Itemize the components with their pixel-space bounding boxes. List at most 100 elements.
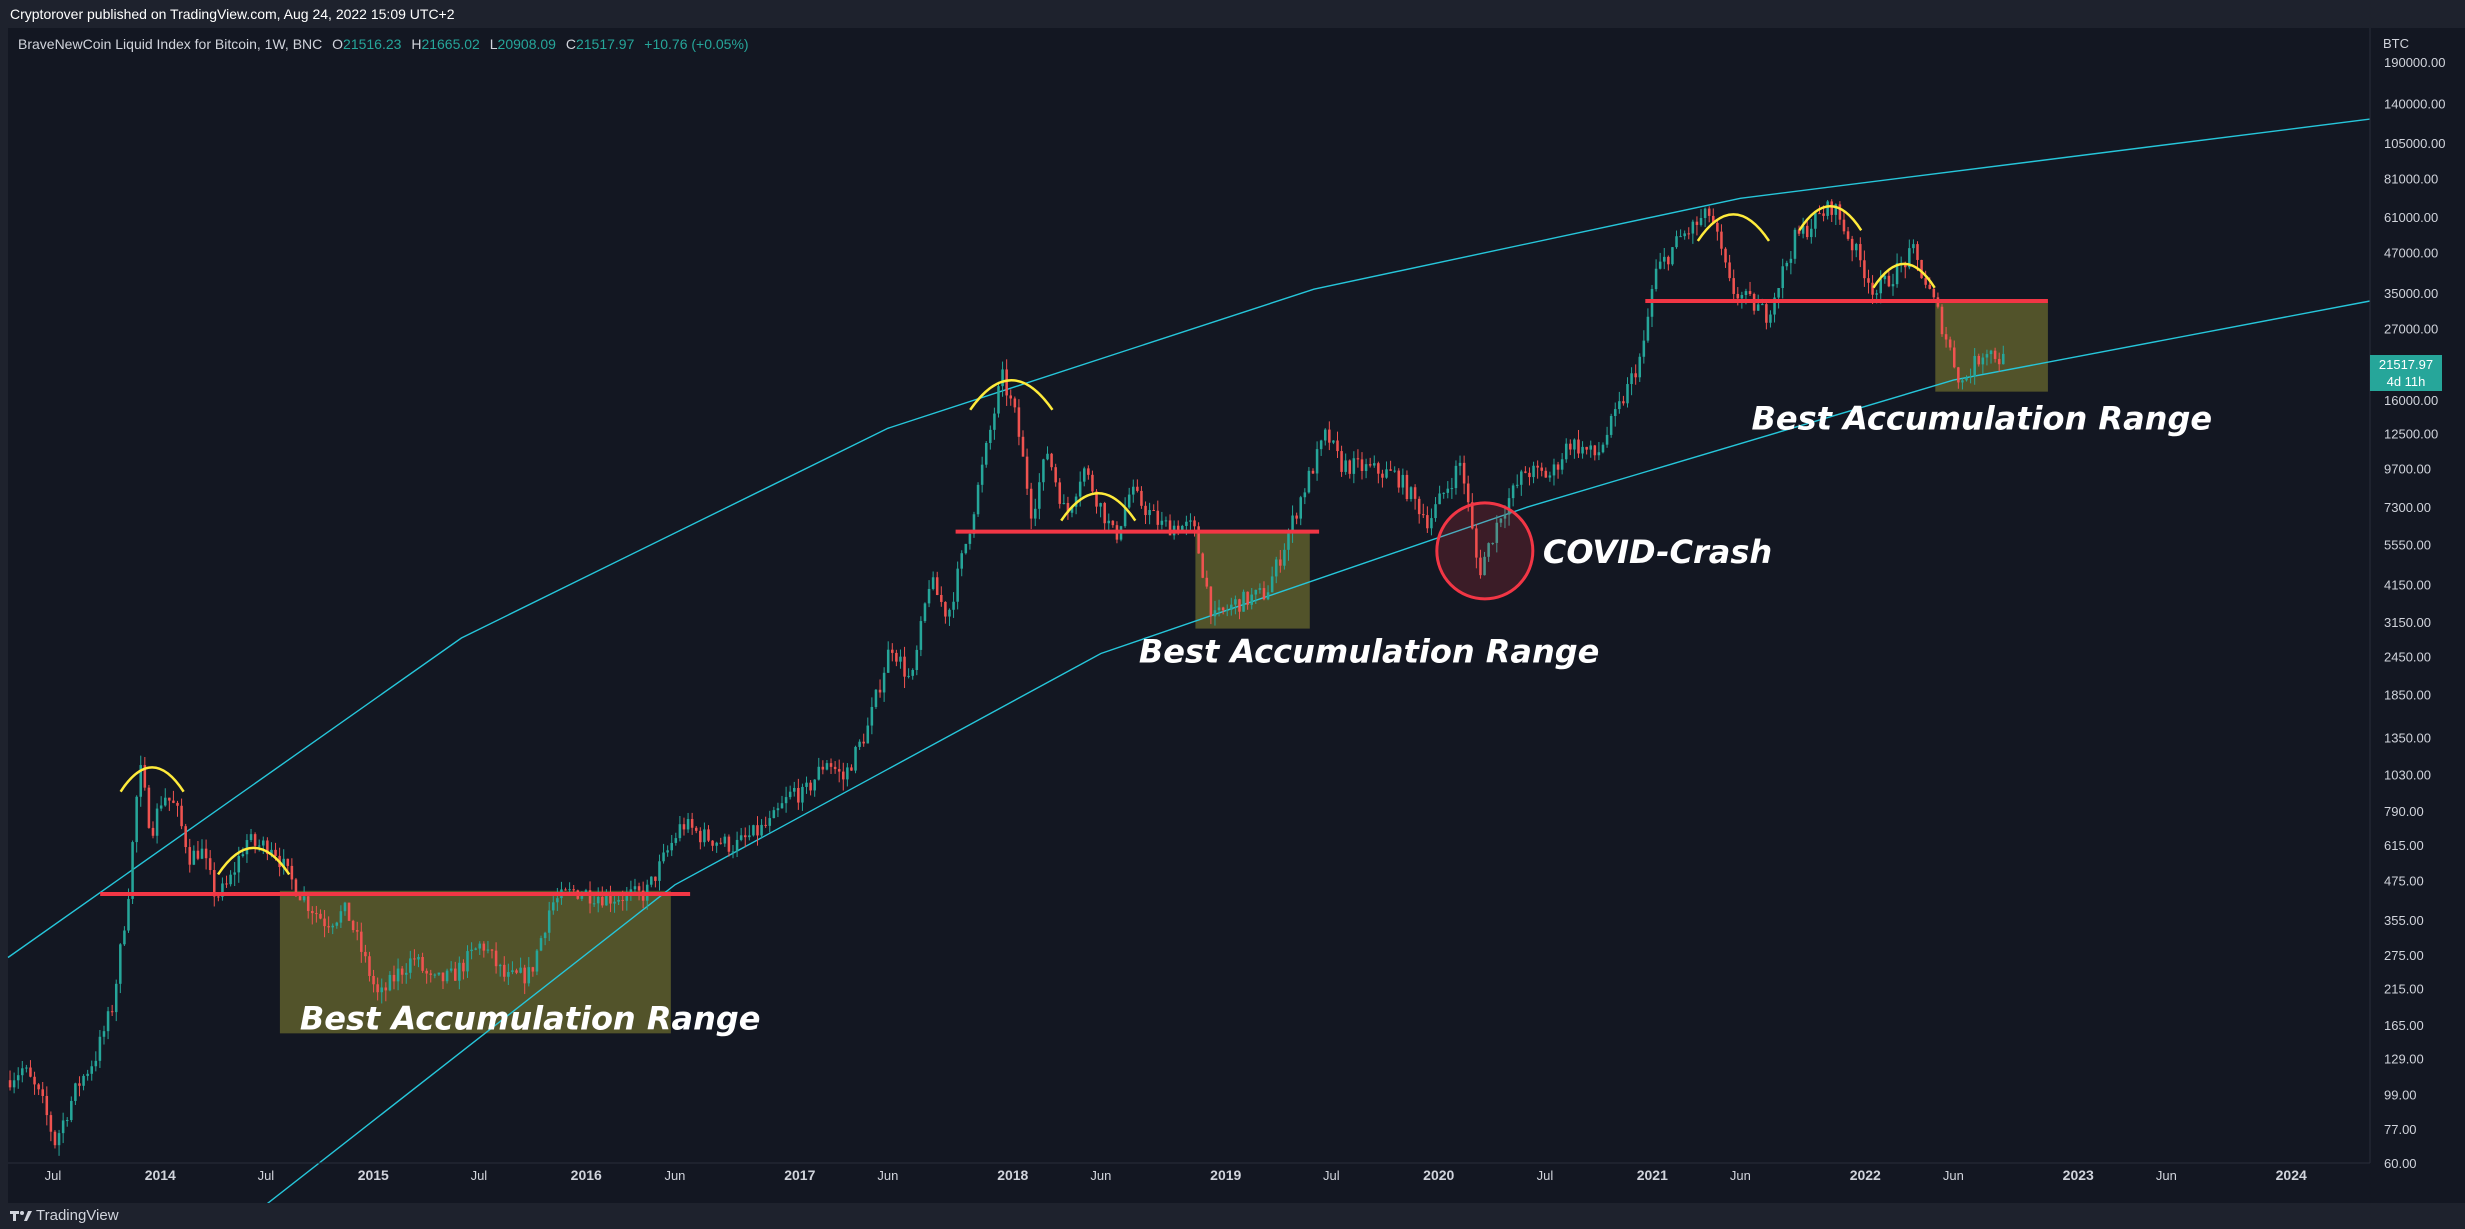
candle — [1201, 552, 1204, 579]
candle — [1887, 271, 1891, 288]
candle-body — [613, 901, 616, 904]
candle-body — [478, 943, 482, 949]
candle — [1291, 505, 1294, 543]
candle-body — [588, 890, 592, 904]
x-tick-label: 2019 — [1210, 1167, 1241, 1183]
candle — [1389, 460, 1392, 471]
candle — [1274, 556, 1278, 584]
candle — [1691, 219, 1695, 244]
candle — [1042, 458, 1045, 491]
tradingview-logo-icon[interactable] — [10, 1203, 32, 1229]
candle — [895, 649, 898, 667]
candle — [74, 1082, 77, 1106]
candle-body — [535, 950, 539, 972]
candle-body — [1144, 505, 1147, 516]
candle-body — [1495, 522, 1499, 543]
candle-body — [719, 842, 723, 844]
candle-body — [1471, 502, 1474, 529]
candle — [515, 968, 518, 975]
candle — [592, 895, 596, 907]
candle — [960, 550, 963, 577]
candle — [703, 822, 706, 847]
candle — [1021, 430, 1025, 457]
candle — [731, 845, 735, 859]
candle-body — [1389, 469, 1392, 471]
candle — [1242, 589, 1245, 612]
candle-body — [1838, 204, 1842, 220]
candle — [1221, 606, 1225, 615]
candle — [1258, 583, 1262, 594]
candle — [37, 1083, 40, 1096]
candle — [809, 780, 812, 796]
candle-body — [61, 1120, 65, 1134]
candle — [1650, 284, 1654, 328]
candle-body — [952, 601, 955, 610]
candle-body — [976, 484, 980, 515]
candle — [33, 1071, 36, 1095]
candle-body — [968, 533, 972, 544]
x-tick-label: Jun — [1943, 1168, 1964, 1183]
candle-body — [788, 791, 792, 798]
candle — [490, 948, 494, 959]
candle-body — [470, 949, 473, 952]
candle-body — [380, 987, 383, 993]
price-axis[interactable]: 190000.00 140000.00 105000.00 81000.00 61000… — [2369, 28, 2465, 1203]
candle-body — [1164, 520, 1168, 522]
candle — [1156, 500, 1160, 533]
close-label: C — [565, 36, 576, 52]
candle-body — [1319, 440, 1323, 450]
candle — [376, 977, 379, 1001]
candle-body — [1417, 498, 1421, 515]
time-axis[interactable]: Jul 2014 Jul 2015 Jul 2016 Jun 2017 Jun 2018 Jun 20… — [8, 1162, 2370, 1183]
candle-body — [919, 621, 923, 650]
candle — [907, 668, 910, 679]
candle — [1254, 589, 1258, 604]
candle — [1830, 199, 1833, 223]
candle-body — [1058, 482, 1062, 504]
candle-body — [368, 956, 371, 976]
covid-callout: COVID-Crash — [1435, 501, 1772, 601]
candle-body — [429, 973, 433, 975]
candle — [49, 1111, 53, 1142]
candle-body — [437, 972, 441, 975]
candle — [1597, 442, 1601, 461]
candle-body — [1062, 502, 1066, 504]
candle-body — [98, 1036, 102, 1061]
candle-body — [1520, 471, 1523, 485]
candle — [1895, 253, 1899, 288]
candle-body — [1054, 467, 1057, 483]
candle-body — [466, 951, 469, 972]
candle-body — [874, 689, 878, 707]
candle-body — [1944, 334, 1948, 340]
candle — [886, 641, 890, 673]
candle-body — [274, 849, 277, 856]
candle — [441, 972, 445, 989]
candle — [110, 1004, 114, 1016]
candle-body — [1070, 506, 1074, 513]
candle-body — [1981, 357, 1985, 365]
candle-body — [797, 787, 800, 803]
candle — [1140, 486, 1143, 509]
candle-body — [400, 968, 404, 975]
candle-body — [409, 958, 412, 973]
candle — [1703, 207, 1707, 228]
candle-body — [1769, 314, 1772, 323]
candle — [135, 795, 138, 853]
candle-body — [1507, 498, 1511, 515]
x-tick-label: Jul — [1323, 1168, 1340, 1183]
candle — [1826, 199, 1829, 220]
candle-body — [1875, 293, 1878, 295]
candle — [1005, 359, 1008, 406]
channel-lower-line — [247, 300, 2371, 1219]
candle-body — [1336, 440, 1339, 452]
candle — [1785, 260, 1789, 271]
x-tick-label: Jun — [1090, 1168, 1111, 1183]
candle-body — [192, 850, 196, 865]
candle-body — [266, 840, 269, 855]
candle-body — [1205, 577, 1209, 587]
candle-body — [829, 763, 833, 767]
candle-body — [1524, 471, 1527, 473]
candle — [1230, 597, 1233, 616]
candle-body — [1307, 470, 1311, 493]
